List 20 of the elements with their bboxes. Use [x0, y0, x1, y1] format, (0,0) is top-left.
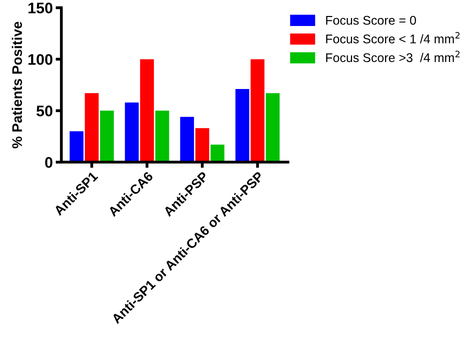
- bar: [84, 93, 99, 162]
- y-axis-title: % Patients Positive: [12, 22, 22, 148]
- bar: [70, 131, 84, 162]
- bar: [210, 144, 224, 162]
- legend-label: Focus Score >3 /4 mm$^{2}$: [326, 50, 460, 62]
- bar: [124, 102, 139, 162]
- legend-label: Focus Score = 0: [326, 16, 416, 25]
- y-tick-label: 0: [45, 157, 52, 168]
- bar: [235, 89, 250, 162]
- bar: [155, 110, 170, 162]
- bar: [140, 59, 154, 162]
- bar: [250, 59, 264, 162]
- bar: [100, 110, 114, 162]
- bar: [266, 93, 280, 162]
- bar: [180, 116, 194, 162]
- y-tick-label: 150: [28, 2, 52, 14]
- y-tick-label: 100: [28, 54, 52, 65]
- bar: [195, 128, 210, 162]
- y-tick-label: 50: [36, 106, 52, 116]
- legend-label: Focus Score < 1 /4 mm$^{2}$: [326, 32, 460, 44]
